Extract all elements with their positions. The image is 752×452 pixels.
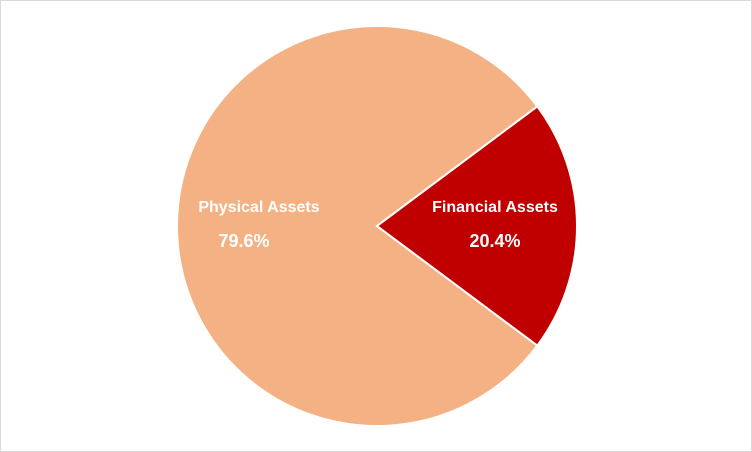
slice-value-label: 20.4%: [469, 231, 520, 251]
pie-slice: [375, 105, 578, 347]
slice-value-label: 79.6%: [218, 231, 269, 251]
slice-label: Financial Assets: [432, 199, 558, 216]
slice-label: Physical Assets: [198, 199, 319, 216]
pie-slice: [176, 25, 539, 427]
